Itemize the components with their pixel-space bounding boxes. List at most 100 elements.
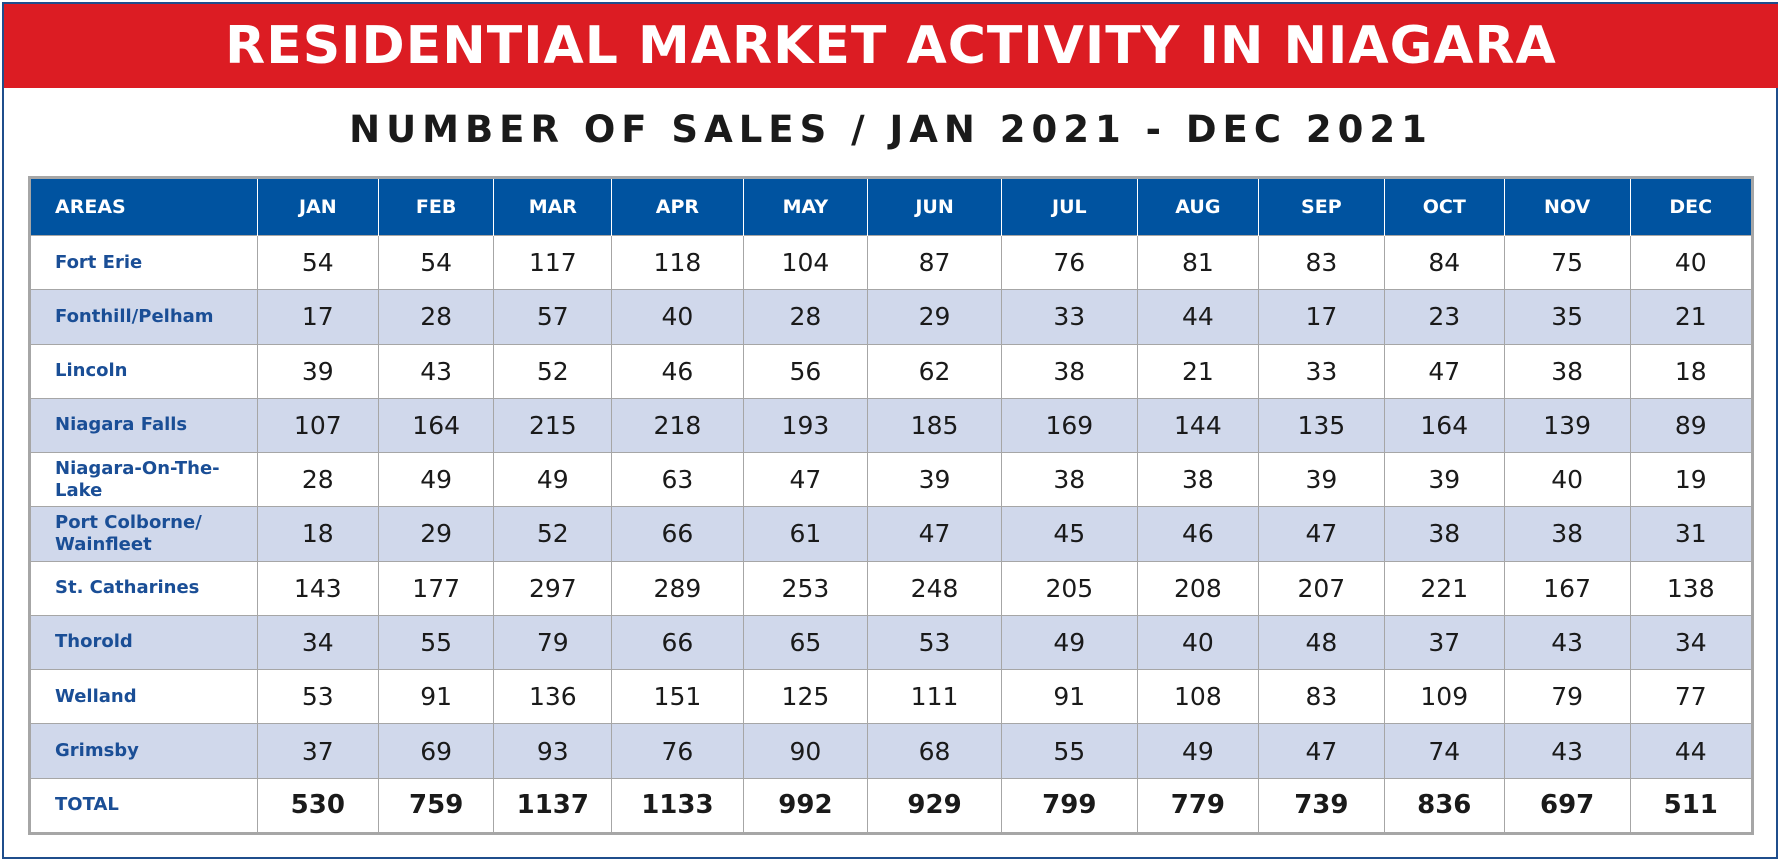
total-cell: 1137	[493, 777, 613, 835]
sales-cell: 253	[742, 560, 869, 616]
sales-cell: 167	[1503, 560, 1631, 616]
sales-cell: 289	[611, 560, 744, 616]
sales-cell: 31	[1629, 506, 1754, 562]
total-cell: 1133	[611, 777, 744, 835]
sales-cell: 47	[1257, 723, 1385, 779]
total-row: TOTAL 530 759 1137 1133 992 929 799 779 739 836 697…	[29, 777, 1754, 835]
sales-cell: 65	[742, 614, 869, 671]
sales-cell: 93	[493, 723, 613, 779]
sales-table: AREAS JAN FEB MAR APR MAY JUN JUL AUG SEP OCT NOV D…	[28, 176, 1754, 835]
sales-cell: 76	[1000, 234, 1138, 291]
sales-cell: 48	[1257, 614, 1385, 671]
sales-cell: 18	[1629, 343, 1754, 399]
sales-cell: 39	[867, 452, 1002, 508]
table-row: Fort Erie 54 54 117 118 104 87 76 81 83 84 75 40	[29, 234, 1754, 291]
sales-cell: 28	[256, 452, 379, 508]
total-cell: 799	[1000, 777, 1138, 835]
sales-cell: 28	[742, 289, 869, 345]
total-cell: 530	[256, 777, 379, 835]
sales-cell: 39	[1257, 452, 1385, 508]
sales-cell: 77	[1629, 669, 1754, 725]
areas-header: AREAS	[29, 177, 258, 236]
sales-cell: 18	[256, 506, 379, 562]
sales-cell: 38	[1503, 506, 1631, 562]
month-header-aug: AUG	[1136, 177, 1259, 236]
sales-cell: 43	[1503, 614, 1631, 671]
sales-cell: 135	[1257, 397, 1385, 454]
sales-cell: 34	[1629, 614, 1754, 671]
sales-cell: 37	[256, 723, 379, 779]
sales-cell: 34	[256, 614, 379, 671]
area-name: Welland	[29, 669, 258, 725]
page-title: RESIDENTIAL MARKET ACTIVITY IN NIAGARA	[4, 4, 1778, 88]
sales-cell: 108	[1136, 669, 1259, 725]
header-row: AREAS JAN FEB MAR APR MAY JUN JUL AUG SEP OCT NOV D…	[29, 177, 1754, 236]
sales-cell: 46	[611, 343, 744, 399]
sales-cell: 55	[1000, 723, 1138, 779]
sales-cell: 164	[1383, 397, 1505, 454]
sales-cell: 21	[1136, 343, 1259, 399]
sales-cell: 53	[867, 614, 1002, 671]
sales-cell: 207	[1257, 560, 1385, 616]
total-cell: 739	[1257, 777, 1385, 835]
sales-cell: 39	[256, 343, 379, 399]
sales-cell: 109	[1383, 669, 1505, 725]
area-name: Port Colborne/ Wainfleet	[29, 506, 258, 562]
area-name: Niagara-On-The-Lake	[29, 452, 258, 508]
month-header-nov: NOV	[1503, 177, 1631, 236]
sales-cell: 79	[1503, 669, 1631, 725]
sales-cell: 35	[1503, 289, 1631, 345]
sales-cell: 185	[867, 397, 1002, 454]
sales-cell: 169	[1000, 397, 1138, 454]
sales-cell: 40	[1503, 452, 1631, 508]
sales-cell: 47	[1257, 506, 1385, 562]
month-header-sep: SEP	[1257, 177, 1385, 236]
sales-cell: 40	[611, 289, 744, 345]
sales-cell: 44	[1629, 723, 1754, 779]
table-row: Fonthill/Pelham 17 28 57 40 28 29 33 44 17 23 35 21	[29, 289, 1754, 345]
sales-cell: 144	[1136, 397, 1259, 454]
sales-cell: 83	[1257, 669, 1385, 725]
sales-cell: 52	[493, 506, 613, 562]
sales-cell: 104	[742, 234, 869, 291]
sales-cell: 49	[1000, 614, 1138, 671]
sales-cell: 38	[1000, 452, 1138, 508]
sales-cell: 79	[493, 614, 613, 671]
sales-cell: 38	[1136, 452, 1259, 508]
area-name: St. Catharines	[29, 560, 258, 616]
total-cell: 992	[742, 777, 869, 835]
sales-cell: 17	[256, 289, 379, 345]
sales-cell: 143	[256, 560, 379, 616]
sales-cell: 57	[493, 289, 613, 345]
sales-cell: 49	[493, 452, 613, 508]
sales-cell: 54	[377, 234, 495, 291]
table-body: Fort Erie 54 54 117 118 104 87 76 81 83 84 75 40 Font…	[29, 234, 1754, 835]
area-name: Lincoln	[29, 343, 258, 399]
sales-cell: 66	[611, 506, 744, 562]
sales-cell: 29	[377, 506, 495, 562]
month-header-may: MAY	[742, 177, 869, 236]
table-row: Thorold 34 55 79 66 65 53 49 40 48 37 43 34	[29, 614, 1754, 671]
sales-cell: 76	[611, 723, 744, 779]
total-label: TOTAL	[29, 777, 258, 835]
sales-cell: 91	[1000, 669, 1138, 725]
sales-cell: 54	[256, 234, 379, 291]
total-cell: 759	[377, 777, 495, 835]
table-row: Port Colborne/ Wainfleet 18 29 52 66 61 47 45 46…	[29, 506, 1754, 562]
sales-cell: 107	[256, 397, 379, 454]
sales-cell: 84	[1383, 234, 1505, 291]
sales-cell: 221	[1383, 560, 1505, 616]
table-row: Lincoln 39 43 52 46 56 62 38 21 33 47 38 18	[29, 343, 1754, 399]
month-header-apr: APR	[611, 177, 744, 236]
sales-cell: 87	[867, 234, 1002, 291]
sales-cell: 37	[1383, 614, 1505, 671]
month-header-jun: JUN	[867, 177, 1002, 236]
sales-cell: 23	[1383, 289, 1505, 345]
sales-cell: 55	[377, 614, 495, 671]
sales-cell: 205	[1000, 560, 1138, 616]
sales-cell: 66	[611, 614, 744, 671]
sales-cell: 138	[1629, 560, 1754, 616]
month-header-jan: JAN	[256, 177, 379, 236]
sales-cell: 38	[1000, 343, 1138, 399]
sales-cell: 43	[377, 343, 495, 399]
